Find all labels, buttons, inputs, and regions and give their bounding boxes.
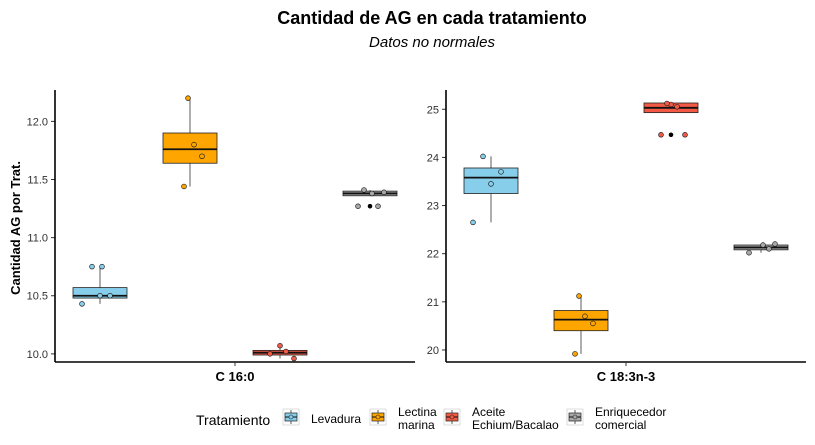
y-tick-label: 25 [427,104,439,116]
y-tick-label: 20 [427,345,439,357]
data-point [191,141,197,148]
legend-key-point [572,414,578,420]
data-point [572,351,578,357]
data-point [181,183,187,190]
data-point [674,104,680,110]
legend-label: Levadura [311,412,361,426]
box-body [162,132,218,164]
data-point [89,263,95,270]
box [252,342,308,362]
data-point [766,246,772,252]
data-point [79,301,85,307]
data-point [267,351,273,357]
y-tick-label: 11.5 [27,175,48,187]
y-tick-label: 11.0 [27,233,48,245]
data-point [576,293,582,299]
data-point [361,187,367,193]
box [72,263,128,307]
legend-label: marina [398,418,435,432]
legend-label: Echium/Bacalao [472,418,559,432]
data-point [682,132,688,138]
data-point [97,292,103,299]
outlier-point [668,132,674,137]
data-point [381,189,387,196]
data-point [582,313,588,320]
data-point [291,355,297,362]
chart-subtitle: Datos no normales [369,34,495,51]
data-point [470,219,476,226]
y-tick-label: 21 [427,297,439,309]
data-point [664,100,670,107]
y-tick-label: 23 [427,201,439,213]
data-point [658,132,664,138]
data-point [99,263,105,270]
data-point [590,320,596,327]
data-point [283,348,289,355]
legend-key-point [449,414,455,420]
legend-label: Aceite [472,405,506,419]
y-axis-title: Cantidad AG por Trat. [8,161,23,295]
data-point [355,203,361,209]
box [643,100,699,138]
data-point [369,190,375,197]
y-tick-label: 10.5 [27,291,48,303]
facet-panels: 10.0 10.5 11.0 11.5 12.0 C 16:0 20 21 22 23 24 25 C … [27,90,806,384]
box [342,187,398,209]
data-point [185,95,191,101]
data-point [107,292,113,299]
facet-label: C 16:0 [215,369,254,384]
y-tick-label: 22 [427,249,439,261]
data-point [480,153,486,160]
legend-label: Lectina [398,405,437,419]
data-point [199,153,205,160]
y-tick-label: 10.0 [27,349,48,361]
legend: Tratamiento Levadura LectinamarinaAceiteE… [196,405,666,432]
legend-title: Tratamiento [196,412,270,428]
data-point [488,181,494,187]
box [463,153,519,226]
facet-panel: 20 21 22 23 24 25 C 18:3n-3 [427,90,806,384]
legend-key-point [375,414,381,420]
box-body [463,167,519,194]
outlier-point [367,204,373,209]
box [162,95,218,190]
data-point [277,342,283,349]
data-point [746,249,752,256]
y-tick-label: 12.0 [27,116,48,128]
facet-panel: 10.0 10.5 11.0 11.5 12.0 C 16:0 [27,90,415,384]
chart-title: Cantidad de AG en cada tratamiento [277,8,586,28]
box [553,293,609,357]
data-point [375,203,381,209]
y-tick-label: 24 [427,152,439,164]
legend-key-point [288,414,294,420]
legend-entry: Levadura [282,408,361,426]
legend-label: Enriquecedor [595,405,666,419]
facet-label: C 18:3n-3 [597,369,656,384]
data-point [498,169,504,175]
box-body [553,310,609,332]
data-point [772,241,778,247]
legend-label: comercial [595,418,646,432]
box [733,241,789,256]
data-point [760,242,766,248]
